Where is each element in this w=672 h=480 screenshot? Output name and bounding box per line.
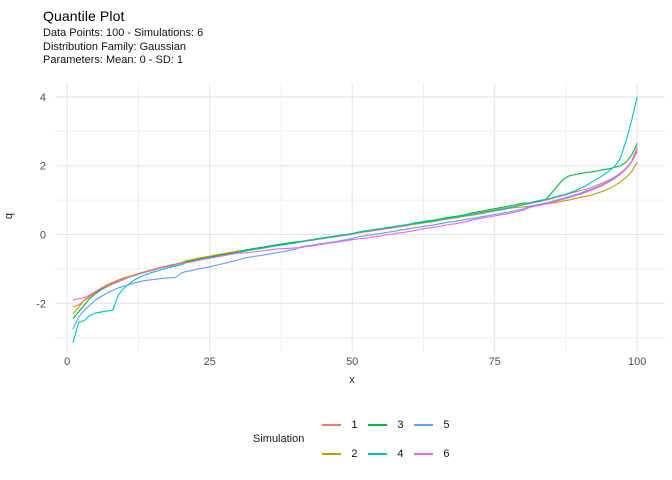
legend-swatch-3 [368, 423, 388, 426]
series-line-sim-3 [72, 143, 638, 320]
legend-swatch-1 [322, 423, 342, 426]
legend-label-3: 3 [397, 418, 404, 431]
subtitle-line-distribution: Distribution Family: Gaussian [43, 40, 187, 53]
legend: Simulation 1 2 3 4 5 6 [253, 410, 460, 468]
y-tick-label: 0 [40, 230, 46, 242]
series-line-sim-4 [72, 96, 638, 344]
x-tick-label: 50 [346, 356, 358, 368]
y-axis-title: q [3, 212, 15, 220]
legend-swatch-4 [368, 452, 388, 455]
legend-item-4: 4 [368, 448, 414, 460]
legend-item-6: 6 [414, 448, 460, 460]
x-tick-label: 25 [204, 356, 216, 368]
legend-swatch-6 [414, 452, 434, 455]
x-axis-title: x [349, 374, 355, 386]
x-tick-label: 100 [628, 356, 646, 368]
series-line-sim-6 [72, 151, 638, 301]
series-line-sim-5 [72, 149, 638, 330]
chart-subtitle: Data Points: 100 - Simulations: 6 Distri… [43, 27, 203, 68]
legend-item-1: 1 [322, 419, 368, 431]
legend-swatch-5 [414, 423, 434, 426]
legend-label-4: 4 [397, 447, 404, 460]
y-tick-label: 2 [40, 161, 46, 173]
legend-label-2: 2 [351, 447, 358, 460]
series-line-sim-1 [72, 146, 638, 308]
y-tick-label: 4 [40, 92, 46, 104]
x-tick-label: 75 [489, 356, 501, 368]
subtitle-line-parameters: Parameters: Mean: 0 - SD: 1 [43, 54, 183, 66]
legend-items: 1 2 3 4 5 6 [322, 410, 460, 468]
legend-item-3: 3 [368, 419, 414, 431]
legend-label-1: 1 [351, 418, 358, 431]
legend-label-5: 5 [443, 418, 450, 431]
legend-label-6: 6 [443, 447, 450, 460]
chart-title: Quantile Plot [43, 8, 125, 24]
legend-item-2: 2 [322, 448, 368, 460]
legend-title: Simulation [253, 433, 305, 445]
y-tick-label: -2 [36, 298, 46, 310]
legend-swatch-2 [322, 452, 342, 455]
subtitle-line-data-points: Data Points: 100 - Simulations: 6 [43, 27, 204, 39]
x-tick-label: 0 [64, 356, 70, 368]
legend-item-5: 5 [414, 419, 460, 431]
